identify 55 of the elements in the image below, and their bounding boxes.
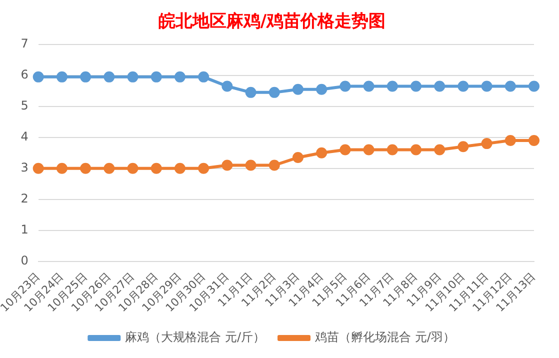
y-tick-label: 2 — [20, 191, 28, 206]
y-tick-label: 0 — [20, 253, 28, 268]
point — [458, 141, 469, 152]
y-tick-label: 6 — [20, 68, 28, 82]
point — [104, 71, 115, 82]
point — [268, 160, 280, 171]
point — [434, 80, 446, 92]
point — [32, 162, 44, 174]
point — [56, 162, 68, 174]
point — [410, 80, 422, 92]
point — [222, 160, 233, 171]
point — [363, 80, 374, 92]
point — [504, 80, 516, 92]
y-tick-label: 7 — [20, 36, 28, 51]
y-tick-label: 5 — [20, 98, 28, 112]
point — [292, 152, 304, 164]
point — [198, 162, 210, 174]
point — [481, 80, 492, 92]
legend-label: 麻鸡（大规格混合 元/斤） — [125, 330, 265, 344]
point — [150, 71, 162, 82]
point — [363, 144, 374, 156]
point — [56, 71, 68, 82]
y-tick-label: 4 — [20, 129, 28, 144]
point — [292, 84, 304, 95]
point — [340, 80, 351, 92]
y-tick-label: 3 — [20, 160, 28, 174]
point — [245, 86, 256, 98]
point — [104, 162, 115, 174]
point — [174, 162, 186, 174]
point — [410, 144, 422, 156]
point — [80, 162, 92, 174]
point — [316, 147, 328, 158]
point — [386, 80, 398, 92]
point — [80, 71, 92, 82]
point — [222, 80, 233, 92]
point — [316, 84, 328, 95]
point — [198, 71, 210, 82]
point — [127, 71, 138, 82]
point — [245, 160, 256, 171]
point — [481, 138, 492, 150]
point — [528, 134, 540, 146]
chart-title: 皖北地区麻鸡/鸡苗价格走势图 — [158, 12, 386, 32]
point — [386, 144, 398, 156]
point — [127, 162, 138, 174]
point — [340, 144, 351, 156]
point — [268, 86, 280, 98]
point — [150, 162, 162, 174]
y-tick-label: 1 — [20, 222, 28, 236]
legend-label: 鸡苗（孵化场混合 元/羽） — [314, 330, 455, 344]
point — [174, 71, 186, 82]
point — [434, 144, 446, 156]
point — [458, 80, 469, 92]
point — [32, 71, 44, 82]
point — [504, 134, 516, 146]
point — [528, 80, 540, 92]
